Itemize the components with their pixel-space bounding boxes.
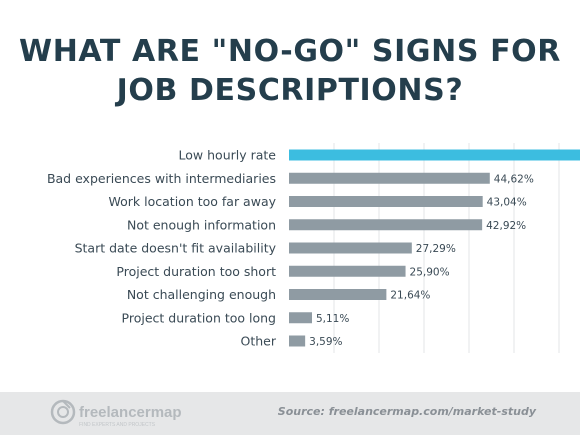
bar <box>289 265 406 277</box>
category-label: Project duration too long <box>122 310 276 325</box>
chart-title-line-1: WHAT ARE "NO-GO" SIGNS FOR <box>19 34 561 69</box>
bar <box>289 149 580 161</box>
category-label: Project duration too short <box>116 264 276 279</box>
footer: freelancermap FIND EXPERTS AND PROJECTS … <box>0 392 580 435</box>
bar <box>289 242 412 254</box>
value-label: 21,64% <box>390 290 430 302</box>
freelancermap-logo: freelancermap FIND EXPERTS AND PROJECTS <box>50 399 182 428</box>
bar <box>289 172 490 184</box>
bar <box>289 196 483 207</box>
logo-text: freelancermap <box>79 404 182 421</box>
bar <box>289 312 312 324</box>
bars <box>289 149 580 347</box>
value-label: 42,92% <box>486 220 526 232</box>
category-label: Work location too far away <box>109 194 277 209</box>
bar <box>289 335 306 347</box>
value-label: 5,11% <box>316 313 349 325</box>
category-label: Not challenging enough <box>127 287 276 302</box>
value-label: 25,90% <box>410 266 450 278</box>
category-label: Low hourly rate <box>179 148 277 163</box>
value-label: 43,04% <box>487 197 527 209</box>
bar <box>289 219 483 231</box>
value-label: 3,59% <box>309 336 342 348</box>
category-label: Start date doesn't fit availability <box>75 241 277 256</box>
source-note: Source: freelancermap.com/market-study <box>277 405 536 418</box>
category-label: Bad experiences with intermediaries <box>47 171 276 186</box>
category-label: Not enough information <box>127 217 276 232</box>
freelancermap-logo-icon <box>50 399 76 425</box>
value-label: 27,29% <box>416 243 456 255</box>
value-label: 44,62% <box>494 173 534 185</box>
chart-title-line-2: JOB DESCRIPTIONS? <box>116 73 464 108</box>
category-labels: Low hourly rate Bad experiences with inte… <box>47 148 277 349</box>
logo-tagline: FIND EXPERTS AND PROJECTS <box>79 422 156 428</box>
bar <box>289 289 387 300</box>
value-labels: 80,85%44,62%43,04%42,92%27,29%25,90%21,6… <box>309 173 534 348</box>
category-label: Other <box>241 334 277 349</box>
